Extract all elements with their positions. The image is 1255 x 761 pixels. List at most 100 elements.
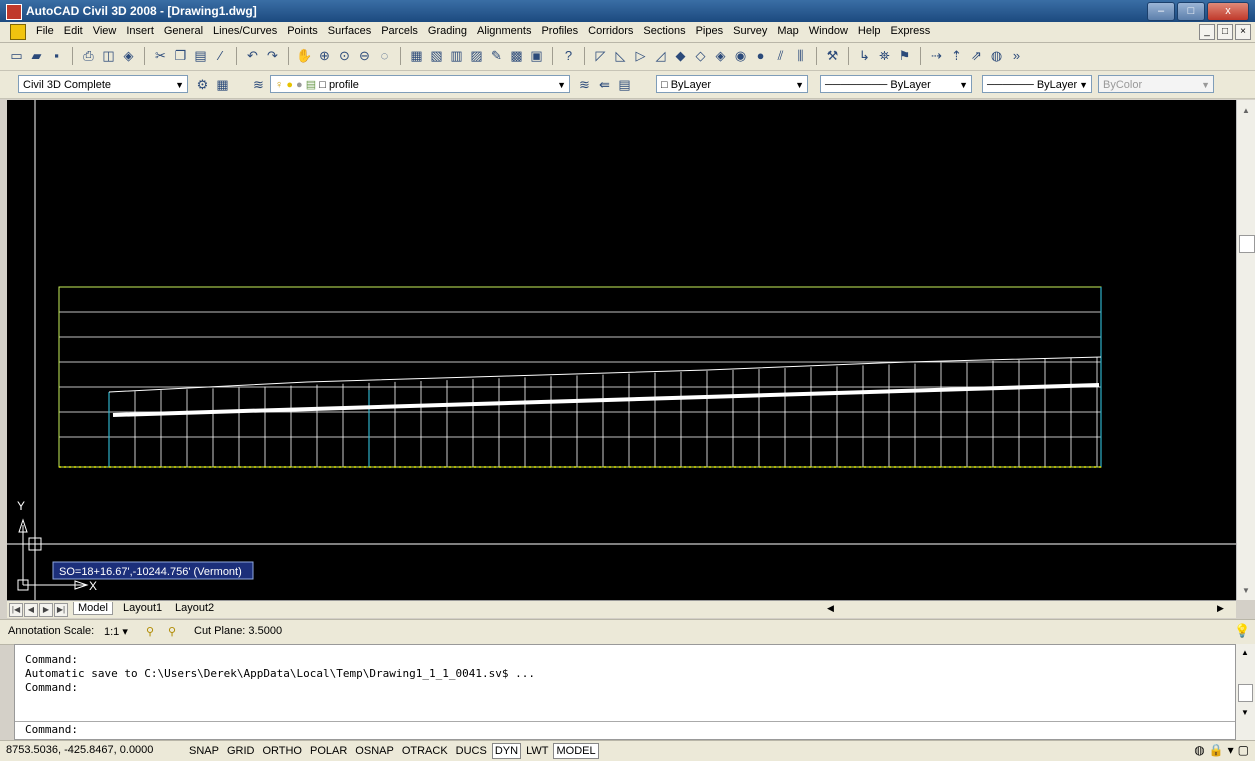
menu-parcels[interactable]: Parcels bbox=[381, 25, 418, 37]
vertical-scrollbar[interactable]: ▲ ▼ bbox=[1236, 100, 1255, 600]
assembly-icon[interactable]: ◉ bbox=[734, 47, 747, 63]
menu-express[interactable]: Express bbox=[890, 25, 931, 37]
scroll-up-icon[interactable]: ▲ bbox=[1241, 648, 1249, 657]
menu-insert[interactable]: Insert bbox=[126, 25, 154, 37]
station-offset-icon[interactable]: ⇡ bbox=[951, 47, 962, 63]
scroll-right-icon[interactable]: ▶ bbox=[1217, 603, 1224, 613]
window-titlebar[interactable]: AutoCAD Civil 3D 2008 - [Drawing1.dwg] –… bbox=[0, 0, 1255, 22]
menu-corridors[interactable]: Corridors bbox=[588, 25, 634, 37]
menu-alignments[interactable]: Alignments bbox=[477, 25, 532, 37]
lwt-toggle[interactable]: LWT bbox=[526, 745, 549, 757]
tab-model[interactable]: Model bbox=[73, 602, 113, 615]
clean-screen-icon[interactable]: ▢ bbox=[1237, 743, 1249, 757]
menu-sections[interactable]: Sections bbox=[643, 25, 686, 37]
layer-manager-icon[interactable]: ≋ bbox=[253, 76, 264, 92]
menu-lines-curves[interactable]: Lines/Curves bbox=[213, 25, 278, 37]
new-icon[interactable]: ▭ bbox=[10, 47, 23, 63]
more-tools-icon[interactable]: » bbox=[1012, 48, 1021, 63]
section-view-icon[interactable]: ⫼ bbox=[797, 47, 804, 63]
grade-icon[interactable]: ⇗ bbox=[971, 47, 982, 63]
match-properties-icon[interactable]: ⁄ bbox=[219, 48, 222, 63]
lightbulb-icon[interactable]: 💡 bbox=[1234, 623, 1251, 638]
plot-preview-icon[interactable]: ◫ bbox=[102, 47, 115, 63]
quickcalc-icon[interactable]: ▩ bbox=[510, 47, 523, 63]
drawing-canvas[interactable]: Y X SO=18+16.67',-10244.756' (Vermont) bbox=[7, 100, 1236, 600]
create-profile-icon[interactable]: ◸ bbox=[595, 47, 606, 63]
tab-layout2[interactable]: Layout2 bbox=[175, 602, 215, 614]
scroll-down-icon[interactable]: ▼ bbox=[1242, 586, 1250, 595]
osnap-toggle[interactable]: OSNAP bbox=[355, 745, 394, 757]
scroll-thumb[interactable] bbox=[1238, 684, 1253, 702]
help-icon[interactable]: ? bbox=[564, 48, 573, 63]
ducs-toggle[interactable]: DUCS bbox=[455, 745, 487, 757]
publish-icon[interactable]: ◈ bbox=[123, 47, 134, 63]
snap-toggle[interactable]: SNAP bbox=[189, 745, 219, 757]
maximize-button[interactable]: □ bbox=[1177, 2, 1205, 21]
minimize-button[interactable]: – bbox=[1147, 2, 1175, 21]
save-icon[interactable]: ▪ bbox=[54, 48, 59, 63]
grid-toggle[interactable]: GRID bbox=[226, 745, 255, 757]
doc-close-button[interactable]: × bbox=[1235, 24, 1251, 40]
design-center-icon[interactable]: ▧ bbox=[430, 47, 443, 63]
transparent-command-icon[interactable]: ⇢ bbox=[931, 47, 942, 63]
copy-icon[interactable]: ❐ bbox=[174, 47, 187, 63]
model-toggle[interactable]: MODEL bbox=[553, 743, 599, 759]
profile-view-icon[interactable]: ◺ bbox=[615, 47, 626, 63]
coordinate-readout[interactable]: 8753.5036, -425.8467, 0.0000 bbox=[6, 744, 154, 756]
orbit-icon[interactable]: ◌ bbox=[380, 48, 389, 63]
menu-grading[interactable]: Grading bbox=[427, 25, 468, 37]
layer-states-icon[interactable]: ▤ bbox=[618, 76, 631, 92]
layer-select[interactable]: ♀ ● ● ▤ □ profile ▼ bbox=[270, 75, 570, 93]
ortho-toggle[interactable]: ORTHO bbox=[262, 745, 302, 757]
scroll-down-icon[interactable]: ▼ bbox=[1241, 708, 1249, 717]
zoom-realtime-icon[interactable]: ⊕ bbox=[319, 47, 330, 63]
doc-minimize-button[interactable]: _ bbox=[1199, 24, 1215, 40]
menu-help[interactable]: Help bbox=[857, 25, 881, 37]
grading-icon[interactable]: ◇ bbox=[695, 47, 706, 63]
menu-edit[interactable]: Edit bbox=[63, 25, 83, 37]
menu-points[interactable]: Points bbox=[287, 25, 318, 37]
sample-lines-icon[interactable]: ⫽ bbox=[777, 47, 784, 63]
lock-icon[interactable]: 🔒 bbox=[1208, 743, 1224, 757]
last-tab-icon[interactable]: ▶| bbox=[54, 603, 68, 617]
make-current-layer-icon[interactable]: ≋ bbox=[579, 76, 590, 92]
pan-icon[interactable]: ✋ bbox=[296, 47, 313, 63]
menu-profiles[interactable]: Profiles bbox=[541, 25, 579, 37]
tool-palettes-icon[interactable]: ▥ bbox=[450, 47, 463, 63]
menu-file[interactable]: File bbox=[36, 25, 54, 37]
menu-map[interactable]: Map bbox=[777, 25, 799, 37]
undo-icon[interactable]: ↶ bbox=[247, 47, 258, 63]
dyn-toggle[interactable]: DYN bbox=[491, 743, 522, 759]
linetype-select[interactable]: ──────── ByLayer ▼ bbox=[820, 75, 972, 93]
plot-icon[interactable]: ⎙ bbox=[83, 47, 94, 63]
markup-icon[interactable]: ✎ bbox=[491, 47, 502, 63]
menu-view[interactable]: View bbox=[92, 25, 117, 37]
color-select[interactable]: □ ByLayer ▼ bbox=[656, 75, 808, 93]
scroll-left-icon[interactable]: ◀ bbox=[827, 603, 834, 613]
paste-icon[interactable]: ▤ bbox=[194, 47, 207, 63]
annotation-scale-select[interactable]: 1:1 ▾ bbox=[104, 625, 128, 638]
subassembly-icon[interactable]: ● bbox=[756, 48, 765, 63]
doc-restore-button[interactable]: □ bbox=[1217, 24, 1233, 40]
layer-previous-icon[interactable]: ⇚ bbox=[599, 76, 610, 92]
auto-scale-icon[interactable]: ⚲ bbox=[168, 626, 177, 638]
redo-icon[interactable]: ↷ bbox=[267, 47, 278, 63]
menu-pipes[interactable]: Pipes bbox=[695, 25, 724, 37]
command-window[interactable]: Command: Automatic save to C:\Users\Derek… bbox=[14, 644, 1236, 740]
profile-layout-icon[interactable]: ◿ bbox=[655, 47, 666, 63]
zoom-previous-icon[interactable]: ⊖ bbox=[359, 47, 370, 63]
workspace-settings-icon[interactable]: ⚙ bbox=[196, 76, 209, 92]
menu-general[interactable]: General bbox=[163, 25, 204, 37]
properties-icon[interactable]: ▦ bbox=[410, 47, 423, 63]
tab-layout1[interactable]: Layout1 bbox=[123, 602, 163, 614]
prev-tab-icon[interactable]: ◀ bbox=[24, 603, 38, 617]
autocad-app-icon[interactable] bbox=[6, 4, 22, 20]
next-tab-icon[interactable]: ▶ bbox=[39, 603, 53, 617]
alignment-icon[interactable]: ▷ bbox=[635, 47, 646, 63]
command-scrollbar[interactable]: ▲ ▼ bbox=[1236, 644, 1255, 740]
zoom-window-icon[interactable]: ⊙ bbox=[339, 47, 350, 63]
lineweight-select[interactable]: ────── ByLayer ▼ bbox=[982, 75, 1092, 93]
annotation-visibility-icon[interactable]: ⚲ bbox=[146, 626, 155, 638]
figure-icon[interactable]: ⚑ bbox=[898, 47, 911, 63]
menu-survey[interactable]: Survey bbox=[733, 25, 768, 37]
